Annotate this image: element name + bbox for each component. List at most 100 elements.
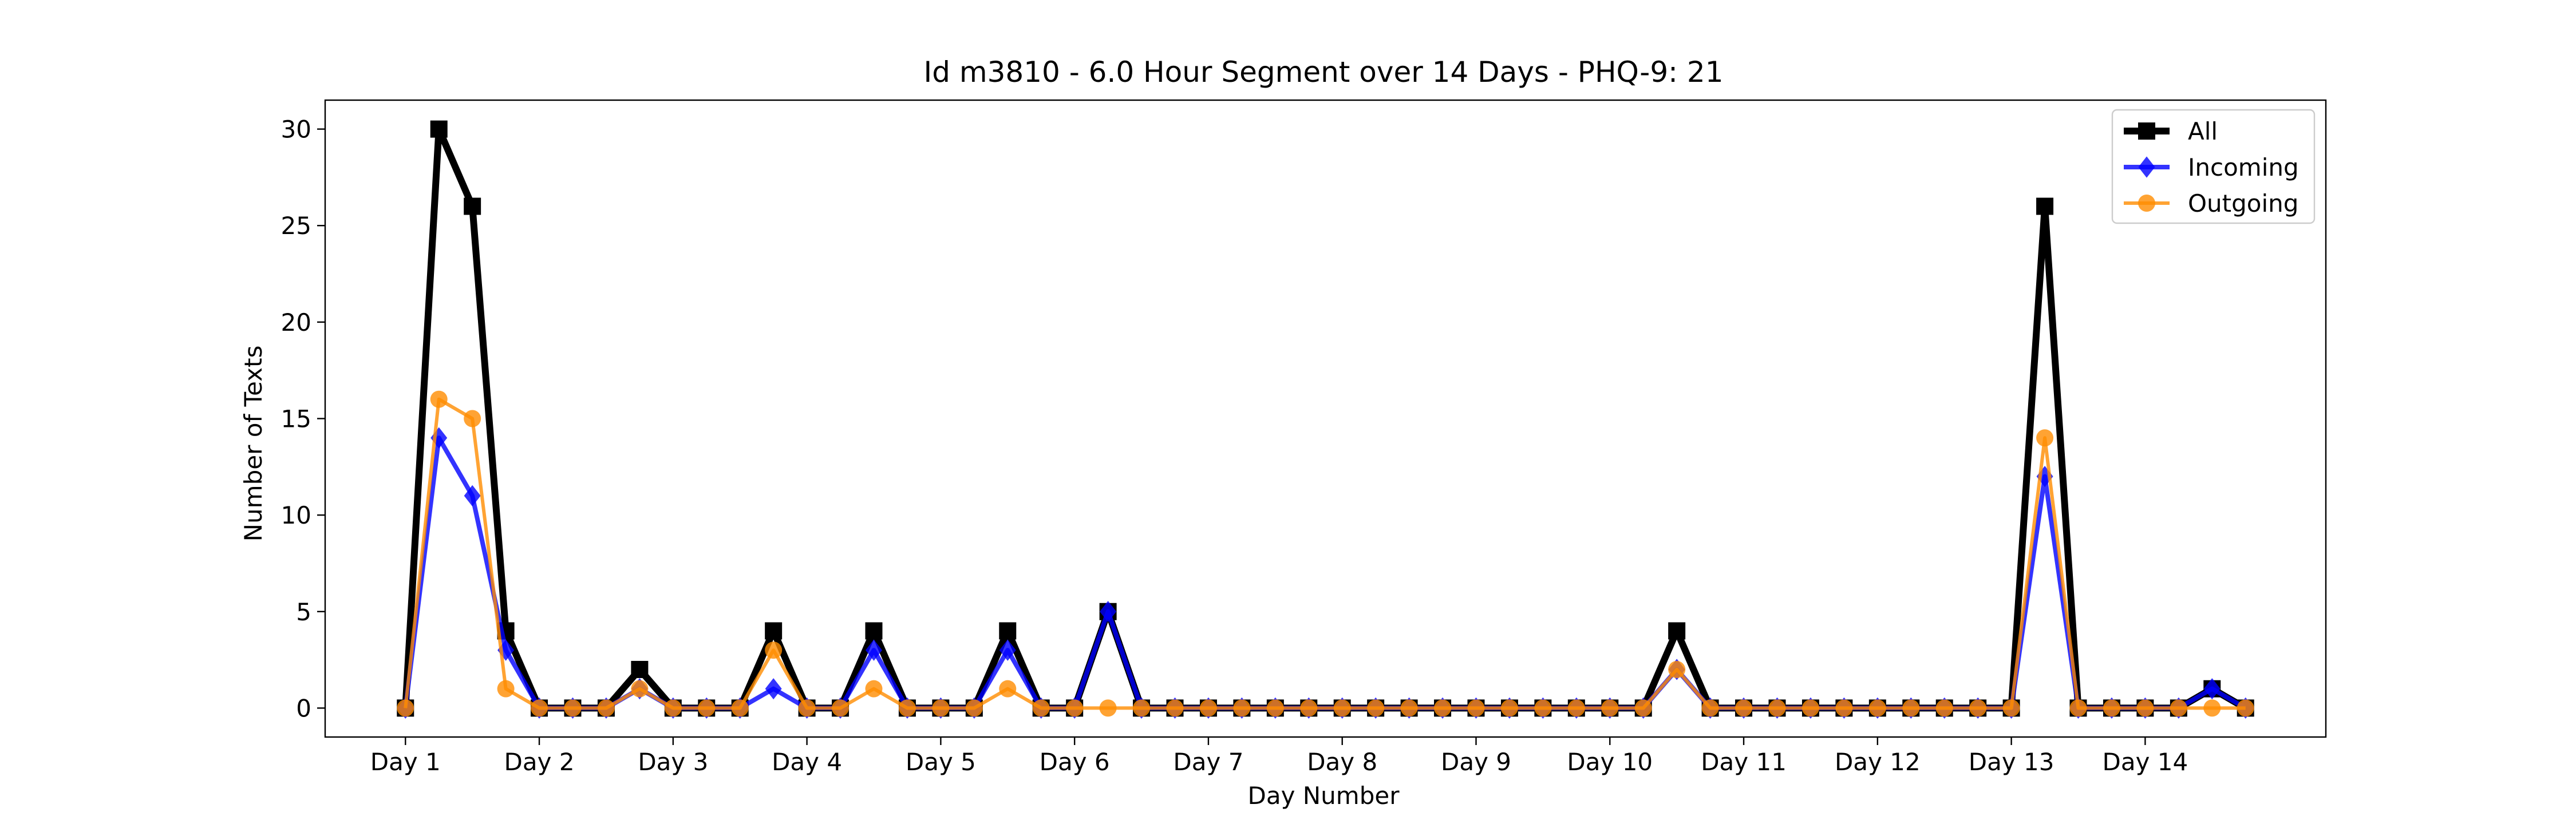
data-point-outgoing: [497, 680, 515, 698]
data-point-outgoing: [798, 699, 816, 717]
data-point-incoming: [497, 639, 515, 661]
data-point-outgoing: [1601, 699, 1619, 717]
data-point-all: [1668, 622, 1686, 640]
data-point-all: [430, 120, 448, 138]
legend-box: [2111, 109, 2316, 224]
data-point-outgoing: [765, 641, 783, 659]
data-point-outgoing: [898, 699, 916, 717]
data-point-outgoing: [1233, 699, 1251, 717]
x-tick-label: Day 2: [504, 748, 575, 776]
data-point-outgoing: [2002, 699, 2020, 717]
y-tick-label: 15: [281, 405, 311, 433]
axes-frame: [324, 99, 2327, 738]
data-point-outgoing: [397, 699, 414, 717]
data-point-all: [765, 622, 783, 640]
legend-label-outgoing: Outgoing: [2188, 189, 2298, 217]
data-point-all: [865, 622, 883, 640]
data-point-outgoing: [1266, 699, 1284, 717]
data-point-all: [999, 622, 1017, 640]
data-point-outgoing: [1199, 699, 1217, 717]
data-point-outgoing: [698, 699, 716, 717]
plot-area: [397, 120, 2254, 719]
y-tick-label: 5: [296, 598, 311, 626]
data-point-outgoing: [2203, 699, 2221, 717]
data-point-outgoing: [1668, 660, 1686, 678]
x-tick-label: Day 13: [1969, 748, 2055, 776]
x-tick-label: Day 8: [1307, 748, 1377, 776]
data-point-incoming: [464, 485, 481, 507]
y-tick-label: 30: [281, 116, 311, 144]
data-point-outgoing: [1935, 699, 1953, 717]
data-point-outgoing: [1868, 699, 1886, 717]
data-point-outgoing: [865, 680, 883, 698]
data-point-incoming: [999, 639, 1016, 661]
data-point-outgoing: [1099, 699, 1117, 717]
data-point-outgoing: [1735, 699, 1753, 717]
data-point-outgoing: [1567, 699, 1585, 717]
data-point-outgoing: [1467, 699, 1485, 717]
data-point-outgoing: [631, 680, 649, 698]
data-point-outgoing: [2136, 699, 2154, 717]
data-point-outgoing: [1701, 699, 1719, 717]
data-point-all: [464, 197, 481, 215]
data-point-outgoing: [1400, 699, 1418, 717]
y-axis-label: Number of Texts: [239, 346, 267, 542]
x-tick-label: Day 9: [1441, 748, 1511, 776]
data-point-outgoing: [2170, 699, 2187, 717]
data-point-outgoing: [999, 680, 1017, 698]
x-tick-label: Day 11: [1701, 748, 1787, 776]
data-point-outgoing: [1500, 699, 1518, 717]
data-point-outgoing: [430, 390, 448, 408]
legend-marker-outgoing: [2138, 195, 2155, 212]
data-point-outgoing: [965, 699, 983, 717]
legend-entry-incoming: Incoming: [2124, 153, 2299, 181]
data-point-outgoing: [1534, 699, 1552, 717]
x-tick-label: Day 3: [638, 748, 708, 776]
x-tick-label: Day 10: [1567, 748, 1653, 776]
data-point-incoming: [765, 678, 782, 700]
x-tick-label: Day 1: [370, 748, 441, 776]
x-tick-label: Day 5: [906, 748, 976, 776]
axis-ticks: 0 5 10 15 20 25 30 Day 1 Day 2 Day 3 Day 4 Day 5 Day…: [281, 116, 2188, 776]
x-tick-label: Day 6: [1040, 748, 1110, 776]
data-point-outgoing: [1768, 699, 1786, 717]
data-point-outgoing: [1801, 699, 1819, 717]
data-point-outgoing: [1032, 699, 1050, 717]
legend-entry-outgoing: Outgoing: [2124, 189, 2298, 217]
chart-title: Id m3810 - 6.0 Hour Segment over 14 Days…: [923, 56, 1723, 89]
data-point-incoming: [2203, 678, 2221, 700]
data-point-outgoing: [1634, 699, 1652, 717]
legend: All Incoming Outgoing: [2111, 109, 2316, 224]
series-outgoing: [397, 390, 2254, 717]
data-point-outgoing: [2036, 429, 2054, 447]
legend-marker-incoming: [2138, 156, 2155, 178]
data-point-outgoing: [531, 699, 548, 717]
legend-entry-all: All: [2124, 117, 2218, 145]
data-point-outgoing: [2069, 699, 2087, 717]
data-point-incoming: [865, 639, 883, 661]
data-point-outgoing: [731, 699, 749, 717]
data-point-outgoing: [1133, 699, 1151, 717]
legend-marker-all: [2138, 122, 2155, 140]
data-point-outgoing: [2237, 699, 2254, 717]
data-point-incoming: [1100, 601, 1117, 623]
data-point-outgoing: [1969, 699, 1987, 717]
x-axis-label: Day Number: [1247, 782, 1400, 810]
data-point-outgoing: [1434, 699, 1452, 717]
data-point-all: [631, 660, 649, 678]
x-tick-label: Day 12: [1835, 748, 1921, 776]
data-point-outgoing: [597, 699, 615, 717]
y-tick-label: 20: [281, 308, 311, 336]
data-point-outgoing: [2103, 699, 2120, 717]
legend-label-all: All: [2188, 117, 2218, 145]
data-point-outgoing: [564, 699, 582, 717]
data-point-outgoing: [1835, 699, 1853, 717]
data-point-outgoing: [1066, 699, 1084, 717]
data-point-outgoing: [664, 699, 682, 717]
legend-label-incoming: Incoming: [2188, 153, 2299, 181]
x-tick-label: Day 4: [772, 748, 842, 776]
x-tick-label: Day 14: [2103, 748, 2188, 776]
data-point-outgoing: [1300, 699, 1318, 717]
